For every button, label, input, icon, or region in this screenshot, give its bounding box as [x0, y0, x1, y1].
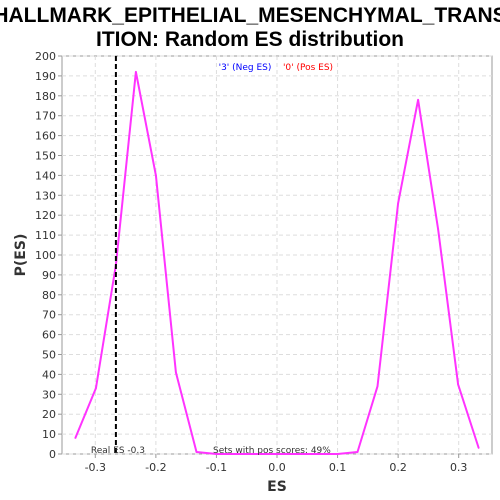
data-point	[437, 228, 439, 230]
data-point	[95, 387, 97, 390]
data-point	[376, 385, 379, 388]
y-tick-label: 70	[42, 309, 56, 322]
y-tick-label: 200	[35, 50, 56, 63]
data-point	[236, 453, 238, 455]
y-tick-label: 80	[42, 289, 56, 302]
real-es-layer: Real ES -0.3	[91, 56, 145, 456]
data-point	[74, 437, 77, 439]
data-point	[215, 453, 218, 455]
x-tick-label: -0.2	[145, 461, 166, 474]
axes: 0 10 20 30 40 50 60 70 80 90 100 110 120 130 140 150 160…	[35, 50, 467, 474]
data-point	[417, 98, 419, 101]
data-point	[457, 383, 459, 386]
data-point	[195, 451, 198, 453]
chart-title-line1: HALLMARK_EPITHELIAL_MESENCHYMAL_TRANS	[0, 4, 500, 27]
data-point	[175, 371, 177, 374]
legend-pos-es: '0' (Pos ES)	[283, 63, 333, 73]
data-point	[296, 453, 298, 455]
data-point	[477, 447, 480, 449]
x-axis-label: ES	[267, 479, 287, 495]
y-tick-label: 130	[35, 189, 56, 202]
x-tick-label: -0.1	[206, 461, 227, 474]
y-tick-label: 110	[35, 229, 56, 242]
y-tick-label: 120	[35, 209, 56, 222]
data-point	[256, 453, 258, 455]
y-tick-label: 140	[35, 169, 56, 182]
legend-neg-es: '3' (Neg ES)	[219, 63, 272, 73]
y-tick-label: 20	[42, 408, 56, 421]
x-tick-label: -0.3	[85, 461, 106, 474]
data-point	[155, 174, 157, 177]
x-tick-label: 0.2	[389, 461, 407, 474]
y-tick-label: 150	[35, 150, 56, 163]
y-tick-label: 90	[42, 269, 56, 282]
chart-title-line2: ITION: Random ES distribution	[96, 28, 404, 51]
y-tick-label: 10	[42, 428, 56, 441]
x-tick-label: 0.1	[329, 461, 347, 474]
y-tick-label: 60	[42, 329, 56, 342]
data-point	[135, 71, 137, 73]
y-axis-label: P(ES)	[13, 234, 29, 277]
y-tick-label: 40	[42, 368, 56, 381]
real-es-label: Real ES -0.3	[91, 446, 145, 456]
x-tick-label: 0.3	[450, 461, 468, 474]
data-point	[336, 453, 339, 455]
y-tick-label: 100	[35, 249, 56, 262]
pos-scores-annotation: Sets with pos scores: 49%	[213, 446, 331, 456]
data-point	[356, 451, 359, 453]
y-tick-label: 180	[35, 90, 56, 103]
y-tick-label: 30	[42, 388, 56, 401]
y-tick-label: 170	[35, 110, 56, 123]
y-tick-label: 0	[49, 448, 56, 461]
data-point	[276, 453, 278, 455]
grid-lines	[62, 55, 492, 455]
data-point	[397, 202, 399, 205]
y-tick-label: 50	[42, 349, 56, 362]
y-tick-label: 190	[35, 70, 56, 83]
x-tick-label: 0.0	[268, 461, 286, 474]
y-tick-label: 160	[35, 130, 56, 143]
data-point	[316, 453, 318, 455]
